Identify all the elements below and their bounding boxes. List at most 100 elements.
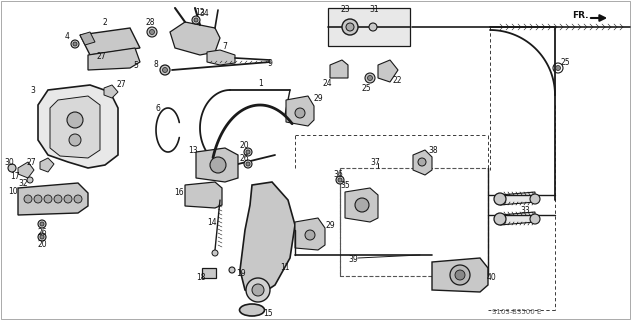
Circle shape	[494, 193, 506, 205]
Text: 2: 2	[103, 18, 107, 27]
Text: 5: 5	[133, 60, 138, 69]
Bar	[340, 168, 488, 276]
Circle shape	[252, 284, 264, 296]
Text: 24: 24	[323, 78, 333, 87]
Polygon shape	[50, 96, 100, 158]
Text: 9: 9	[268, 59, 273, 68]
Circle shape	[38, 233, 46, 241]
Polygon shape	[18, 162, 34, 178]
Text: 29: 29	[314, 93, 324, 102]
Text: 15: 15	[263, 308, 273, 317]
Polygon shape	[295, 218, 325, 250]
Text: 31: 31	[369, 4, 379, 13]
Text: 39: 39	[348, 255, 358, 265]
Circle shape	[455, 270, 465, 280]
Circle shape	[71, 40, 79, 48]
Circle shape	[54, 195, 62, 203]
Bar	[202, 268, 216, 278]
Ellipse shape	[342, 19, 358, 35]
Ellipse shape	[369, 23, 377, 31]
Text: 38: 38	[428, 146, 438, 155]
Polygon shape	[500, 212, 535, 225]
Circle shape	[38, 220, 46, 228]
Text: 28: 28	[146, 18, 155, 27]
Circle shape	[367, 76, 372, 81]
Circle shape	[530, 194, 540, 204]
Circle shape	[147, 27, 157, 37]
Circle shape	[246, 162, 250, 166]
Circle shape	[210, 157, 226, 173]
Circle shape	[8, 164, 16, 172]
Circle shape	[40, 235, 44, 239]
Circle shape	[336, 176, 344, 184]
Circle shape	[192, 16, 200, 24]
Circle shape	[64, 195, 72, 203]
Polygon shape	[196, 148, 238, 182]
Text: 26: 26	[240, 154, 250, 163]
Polygon shape	[413, 150, 432, 175]
Text: 18: 18	[196, 274, 206, 283]
Text: 25: 25	[561, 58, 570, 67]
Text: 19: 19	[236, 269, 245, 278]
Text: 20: 20	[240, 140, 250, 149]
Text: 27: 27	[116, 79, 126, 89]
Circle shape	[74, 195, 82, 203]
Polygon shape	[240, 182, 295, 295]
Bar	[328, 8, 410, 46]
Text: 29: 29	[326, 220, 336, 229]
Polygon shape	[104, 54, 116, 66]
Text: 12: 12	[195, 7, 204, 17]
Circle shape	[73, 42, 77, 46]
Circle shape	[150, 29, 155, 35]
Polygon shape	[80, 32, 95, 45]
Text: 36: 36	[333, 170, 343, 179]
Circle shape	[418, 158, 426, 166]
Circle shape	[246, 278, 270, 302]
Polygon shape	[40, 158, 54, 172]
Text: 8: 8	[153, 60, 158, 68]
Polygon shape	[104, 85, 118, 98]
Text: 16: 16	[174, 188, 184, 196]
Polygon shape	[286, 96, 314, 126]
Circle shape	[338, 178, 342, 182]
Circle shape	[244, 148, 252, 156]
Text: 26: 26	[37, 228, 47, 236]
Ellipse shape	[346, 23, 354, 31]
Circle shape	[44, 195, 52, 203]
Text: 27: 27	[26, 157, 35, 166]
Circle shape	[244, 160, 252, 168]
Polygon shape	[500, 192, 535, 205]
Ellipse shape	[240, 304, 264, 316]
Circle shape	[27, 177, 33, 183]
Text: FR.: FR.	[572, 11, 589, 20]
Circle shape	[163, 68, 167, 73]
Text: 4: 4	[65, 31, 70, 41]
Text: 33: 33	[520, 205, 530, 214]
Text: 37: 37	[370, 157, 380, 166]
Circle shape	[530, 214, 540, 224]
Polygon shape	[88, 48, 140, 70]
Text: 22: 22	[393, 76, 403, 84]
Circle shape	[34, 195, 42, 203]
Polygon shape	[207, 50, 235, 65]
Circle shape	[365, 73, 375, 83]
Text: 7: 7	[222, 42, 227, 51]
Text: 25: 25	[362, 84, 372, 92]
Polygon shape	[18, 183, 88, 215]
Polygon shape	[378, 60, 398, 82]
Text: 35: 35	[340, 180, 350, 189]
Circle shape	[295, 108, 305, 118]
Text: 13: 13	[188, 146, 198, 155]
Circle shape	[212, 250, 218, 256]
Text: 6: 6	[155, 103, 160, 113]
Text: 10: 10	[8, 187, 18, 196]
Circle shape	[494, 213, 506, 225]
Circle shape	[69, 134, 81, 146]
Circle shape	[450, 265, 470, 285]
Circle shape	[24, 195, 32, 203]
Text: 30: 30	[4, 157, 14, 166]
Circle shape	[555, 66, 560, 70]
Text: 1: 1	[258, 78, 262, 87]
Circle shape	[246, 150, 250, 154]
Text: 27: 27	[96, 52, 105, 60]
